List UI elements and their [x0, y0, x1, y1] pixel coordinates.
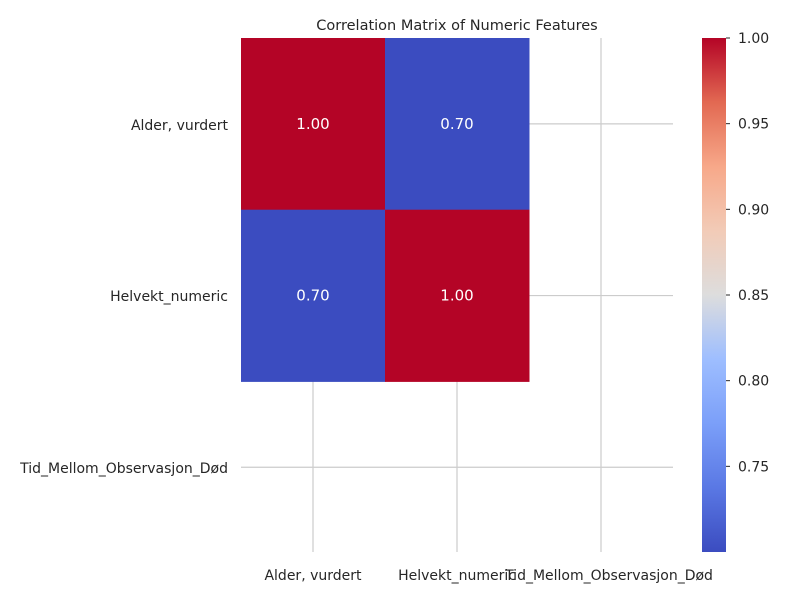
cell-annotations: 1.00 0.70 0.70 1.00: [296, 115, 473, 305]
heatmap-cell: [241, 38, 386, 211]
colorbar-tick-label: 1.00: [738, 31, 769, 47]
colorbar-tick-label: 0.80: [738, 374, 769, 390]
y-tick-label: Alder, vurdert: [131, 118, 229, 134]
chart-title: Correlation Matrix of Numeric Features: [316, 18, 597, 34]
colorbar-tick-label: 0.75: [738, 459, 769, 475]
cell-value-label: 1.00: [296, 115, 329, 133]
colorbar-ticks: 0.75 0.80 0.85 0.90 0.95 1.00: [726, 31, 769, 475]
heatmap-cell: [385, 209, 530, 382]
cell-value-label: 0.70: [296, 287, 329, 305]
cell-value-label: 1.00: [440, 287, 473, 305]
colorbar-tick-label: 0.95: [738, 117, 769, 133]
heatmap-cells: [241, 38, 530, 382]
colorbar: 0.75 0.80 0.85 0.90 0.95 1.00: [702, 31, 769, 552]
cell-value-label: 0.70: [440, 115, 473, 133]
colorbar-tick-label: 0.90: [738, 202, 769, 218]
x-axis: Alder, vurdert Helvekt_numeric Tid_Mello…: [264, 568, 712, 584]
colorbar-tick-label: 0.85: [738, 288, 769, 304]
colorbar-gradient: [702, 38, 726, 552]
x-tick-label: Tid_Mellom_Observasjon_Død: [504, 568, 713, 584]
y-tick-label: Helvekt_numeric: [110, 289, 228, 305]
y-axis: Alder, vurdert Helvekt_numeric Tid_Mello…: [19, 118, 228, 477]
heatmap-cell: [385, 38, 530, 211]
x-tick-label: Helvekt_numeric: [398, 568, 516, 584]
heatmap-cell: [241, 209, 386, 382]
y-tick-label: Tid_Mellom_Observasjon_Død: [19, 461, 228, 477]
x-tick-label: Alder, vurdert: [264, 568, 362, 584]
